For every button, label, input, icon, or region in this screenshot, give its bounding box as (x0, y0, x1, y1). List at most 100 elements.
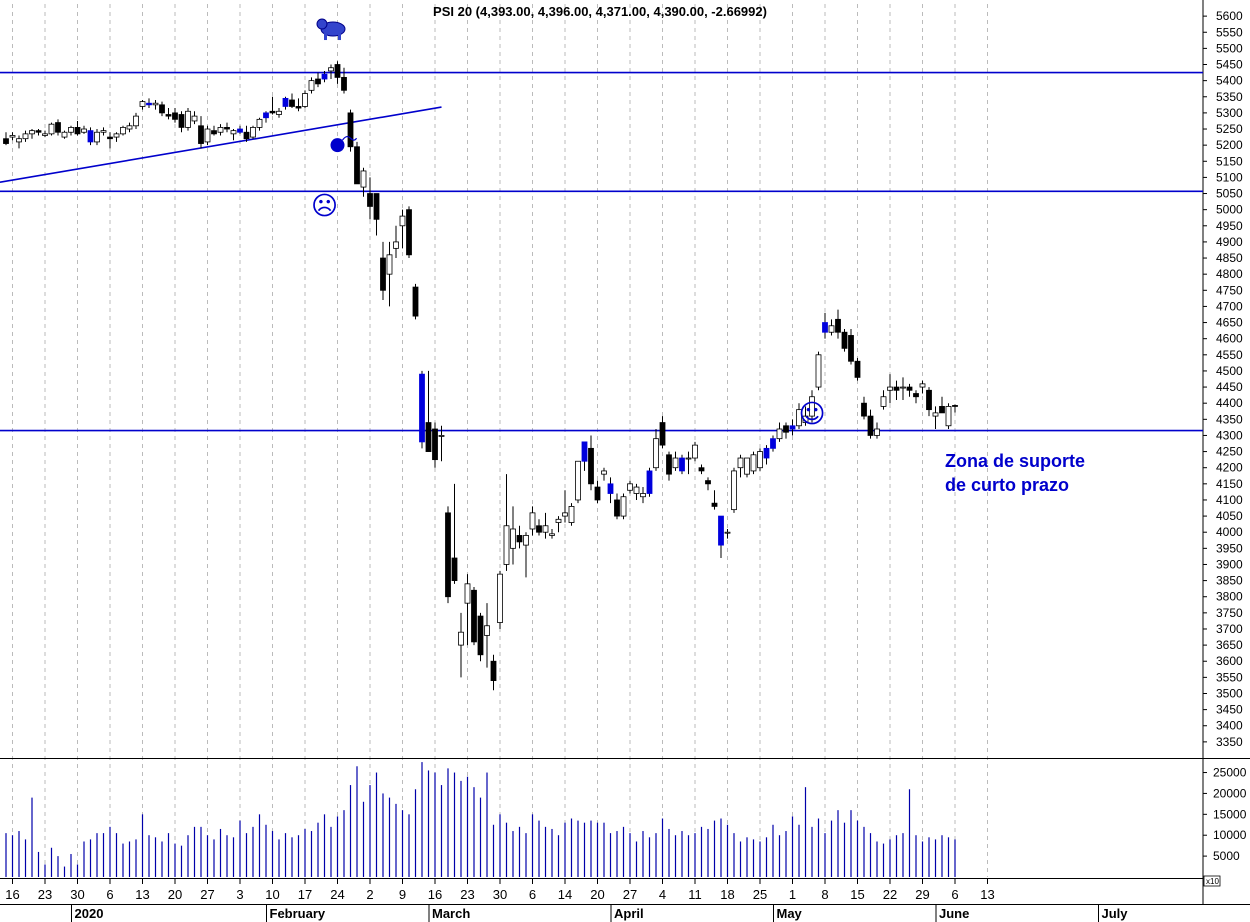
candle-body (594, 486, 601, 501)
annotation-line-2: de curto prazo (945, 475, 1069, 495)
candle-body (282, 97, 289, 107)
price-tick-label: 4650 (1216, 316, 1243, 330)
svg-text:☺: ☺ (798, 399, 825, 429)
candle-body (29, 130, 35, 135)
candle-body (451, 557, 458, 581)
candle-body (841, 331, 848, 349)
annotation-line-1: Zona de suporte (945, 451, 1085, 471)
candle-body (360, 170, 367, 188)
candle-body (796, 409, 802, 427)
candle-body (191, 115, 198, 122)
candle-body (185, 110, 191, 128)
candle-body (536, 525, 542, 533)
candle-body (412, 286, 419, 317)
price-tick-label: 5550 (1216, 25, 1243, 39)
candle-body (861, 402, 867, 417)
candle-body (848, 335, 854, 362)
price-tick-label: 4000 (1216, 525, 1243, 539)
volume-tick-label: 20000 (1213, 786, 1247, 800)
candle-body (224, 127, 230, 130)
candle-body (614, 499, 620, 517)
candle-body (341, 77, 347, 91)
candle-body (497, 573, 503, 623)
month-label: March (432, 906, 470, 921)
candle-body (81, 128, 87, 133)
month-label: July (1102, 906, 1129, 921)
price-tick-label: 4750 (1216, 283, 1243, 297)
price-tick-label: 3900 (1216, 557, 1243, 571)
candle-body (328, 67, 334, 72)
candle-body (581, 441, 588, 462)
price-tick-label: 4350 (1216, 412, 1243, 426)
time-tick-label: 11 (688, 887, 702, 902)
candle-body (94, 131, 100, 143)
candle-body (633, 486, 640, 494)
candle-body (477, 615, 484, 656)
time-tick-label: 23 (38, 887, 52, 902)
candle-body (646, 470, 653, 494)
candle-body (321, 73, 328, 80)
price-tick-label: 5600 (1216, 9, 1243, 23)
price-tick-label: 4850 (1216, 251, 1243, 265)
candle-body (74, 127, 81, 135)
time-tick-label: 16 (5, 887, 19, 902)
candle-body (302, 93, 308, 107)
price-tick-label: 5450 (1216, 58, 1243, 72)
candle-body (620, 496, 627, 517)
candle-body (763, 447, 770, 459)
time-tick-label: 9 (399, 887, 406, 902)
month-label: 2020 (75, 906, 104, 921)
candle-body (692, 444, 698, 459)
candle-body (867, 415, 874, 436)
candle-body (152, 102, 159, 106)
candle-body (672, 457, 679, 469)
time-tick-label: 20 (168, 887, 182, 902)
candle-body (484, 625, 490, 636)
candle-body (432, 428, 438, 461)
candle-body (542, 525, 549, 533)
time-axis: 16 23 30 6 13 20 27 3 10 17 24 2 9 16 23 30 6 14 20 27 4 11 18… (5, 878, 1128, 922)
candle-body (724, 531, 731, 534)
bomb-icon (330, 135, 358, 153)
price-tick-label: 4100 (1216, 493, 1243, 507)
time-tick-label: 8 (821, 887, 828, 902)
price-tick-label: 5300 (1216, 106, 1243, 120)
happy-face-icon: ☺ (798, 399, 825, 429)
time-tick-label: 18 (720, 887, 734, 902)
chart-title: PSI 20 (4,393.00, 4,396.00, 4,371.00, 4,… (433, 4, 767, 19)
candle-body (945, 406, 952, 427)
price-tick-label: 4600 (1216, 332, 1243, 346)
candle-body (165, 114, 172, 117)
price-tick-label: 4250 (1216, 445, 1243, 459)
price-tick-label: 5000 (1216, 203, 1243, 217)
candle-body (159, 104, 165, 114)
candle-body (523, 535, 529, 546)
price-tick-label: 5250 (1216, 122, 1243, 136)
candle-body (757, 451, 763, 469)
candle-body (68, 127, 74, 133)
time-tick-label: 22 (883, 887, 897, 902)
candle-body (295, 106, 302, 109)
candle-body (880, 396, 887, 407)
candle-body (315, 78, 321, 85)
price-tick-label: 5350 (1216, 90, 1243, 104)
time-tick-label: 13 (980, 887, 994, 902)
candle-body (172, 112, 178, 120)
candle-body (308, 80, 315, 91)
candle-body (35, 130, 42, 133)
candle-body (828, 325, 835, 333)
price-tick-label: 3400 (1216, 719, 1243, 733)
price-tick-label: 4700 (1216, 299, 1243, 313)
candle-body (809, 396, 815, 417)
price-tick-label: 3600 (1216, 654, 1243, 668)
time-tick-label: 6 (106, 887, 113, 902)
volume-tick-label: 25000 (1213, 766, 1247, 780)
candles (3, 61, 958, 691)
candle-body (737, 457, 744, 469)
svg-text:☹: ☹ (311, 191, 338, 221)
time-tick-label: 15 (850, 887, 864, 902)
month-label: June (939, 906, 969, 921)
candle-body (198, 125, 204, 144)
candle-body (835, 318, 841, 333)
candle-body (783, 425, 789, 433)
